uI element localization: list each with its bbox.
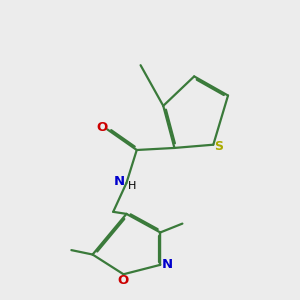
Text: O: O	[96, 121, 108, 134]
Text: H: H	[128, 181, 136, 191]
Text: N: N	[162, 258, 173, 271]
Text: S: S	[214, 140, 223, 153]
Text: O: O	[117, 274, 128, 287]
Text: N: N	[113, 175, 124, 188]
